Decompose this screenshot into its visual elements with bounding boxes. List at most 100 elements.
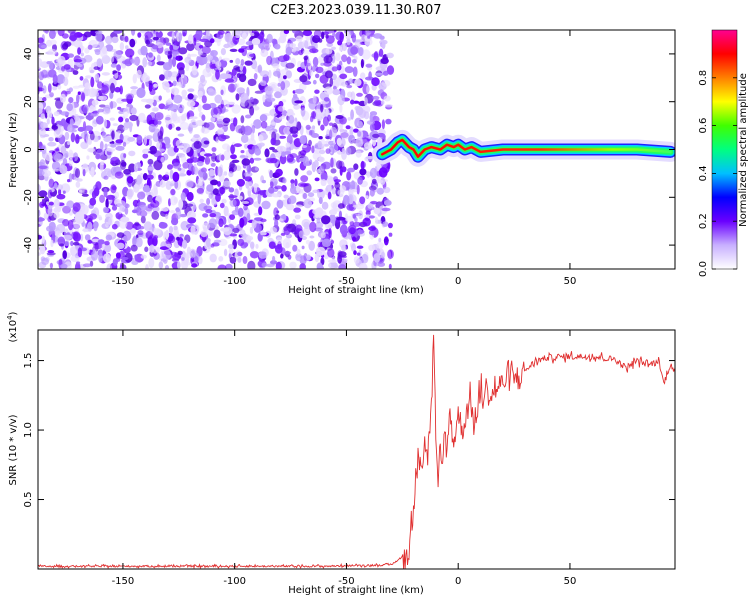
noise-speckle — [141, 74, 151, 82]
noise-speckle — [166, 243, 172, 248]
noise-speckle — [230, 154, 237, 160]
noise-speckle — [356, 229, 365, 234]
noise-speckle — [101, 131, 107, 138]
noise-speckle — [350, 109, 354, 120]
noise-speckle — [199, 198, 204, 204]
noise-speckle — [48, 201, 54, 206]
noise-speckle — [343, 129, 348, 133]
noise-speckle — [348, 78, 354, 84]
noise-speckle — [68, 87, 74, 93]
noise-speckle — [228, 171, 234, 178]
noise-speckle — [300, 107, 306, 117]
noise-speckle — [210, 243, 215, 248]
noise-speckle — [217, 128, 225, 135]
noise-speckle — [81, 92, 85, 102]
noise-speckle — [34, 133, 38, 137]
noise-speckle — [38, 170, 45, 176]
noise-speckle — [343, 258, 348, 262]
noise-speckle — [144, 246, 149, 253]
noise-speckle — [137, 230, 144, 236]
noise-speckle — [63, 41, 72, 47]
noise-speckle — [318, 149, 326, 155]
noise-speckle — [356, 245, 364, 249]
noise-speckle — [383, 199, 392, 206]
figure-title: C2E3.2023.039.11.30.R07 — [270, 3, 441, 18]
noise-speckle — [377, 179, 384, 184]
noise-speckle — [323, 97, 330, 102]
noise-speckle — [274, 214, 280, 221]
noise-speckle — [302, 227, 311, 236]
noise-speckle — [38, 226, 39, 228]
noise-speckle — [312, 95, 317, 104]
noise-speckle — [350, 46, 358, 55]
noise-speckle — [274, 219, 279, 229]
noise-speckle — [185, 62, 190, 72]
noise-speckle — [276, 199, 284, 209]
noise-speckle — [144, 31, 153, 39]
noise-speckle — [148, 82, 153, 92]
noise-speckle — [125, 93, 135, 100]
noise-speckle — [193, 134, 200, 139]
noise-speckle — [187, 93, 194, 100]
noise-speckle — [242, 30, 250, 33]
noise-speckle — [365, 156, 375, 160]
noise-speckle — [348, 194, 354, 205]
noise-speckle — [91, 99, 99, 106]
noise-speckle — [170, 71, 179, 78]
noise-speckle — [229, 198, 237, 207]
noise-speckle — [214, 94, 223, 104]
noise-speckle — [116, 64, 121, 71]
noise-speckle — [337, 189, 345, 196]
noise-speckle — [145, 39, 151, 45]
noise-speckle — [373, 99, 382, 106]
noise-speckle — [213, 229, 221, 239]
noise-speckle — [210, 179, 219, 186]
noise-speckle — [331, 66, 338, 72]
noise-speckle — [56, 74, 66, 85]
noise-speckle — [346, 84, 353, 89]
noise-speckle — [186, 100, 196, 108]
noise-speckle — [148, 150, 157, 154]
noise-speckle — [180, 154, 187, 164]
noise-speckle — [63, 240, 70, 247]
noise-speckle — [158, 174, 162, 179]
noise-speckle — [155, 30, 163, 39]
noise-speckle — [172, 254, 181, 261]
noise-speckle — [294, 204, 303, 208]
noise-speckle — [38, 71, 45, 81]
noise-speckle — [40, 122, 48, 129]
noise-speckle — [178, 55, 183, 61]
snr-panel: -150 -100 -50 0 50 0.5 1.0 1.5 Height of straig… — [6, 311, 676, 596]
noise-speckle — [158, 148, 165, 152]
noise-speckle — [186, 181, 196, 188]
noise-speckle — [142, 173, 148, 181]
noise-speckle — [309, 221, 317, 233]
noise-speckle — [249, 226, 254, 234]
noise-speckle — [209, 213, 217, 218]
noise-speckle — [371, 178, 377, 185]
noise-speckle — [41, 257, 49, 265]
noise-speckle — [320, 124, 325, 131]
noise-speckle — [130, 86, 139, 90]
noise-speckle — [231, 68, 237, 77]
noise-speckle — [49, 92, 54, 98]
noise-speckle — [124, 207, 129, 215]
noise-speckle — [178, 47, 188, 55]
noise-speckle — [77, 47, 82, 55]
noise-speckle — [84, 189, 88, 194]
noise-speckle — [371, 95, 380, 100]
noise-speckle — [48, 178, 55, 188]
noise-speckle — [201, 95, 207, 104]
noise-speckle — [128, 150, 136, 157]
noise-speckle — [169, 44, 174, 51]
noise-speckle — [156, 54, 161, 63]
noise-speckle — [178, 199, 184, 210]
noise-speckle — [308, 240, 316, 251]
noise-speckle — [386, 65, 395, 75]
noise-speckle — [311, 145, 315, 154]
noise-speckle — [103, 175, 109, 180]
noise-speckle — [201, 46, 211, 55]
noise-speckle — [200, 127, 210, 134]
noise-speckle — [367, 203, 374, 210]
noise-speckle — [63, 77, 69, 87]
